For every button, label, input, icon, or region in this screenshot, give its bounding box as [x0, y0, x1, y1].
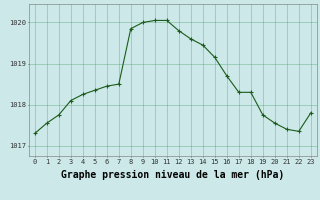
X-axis label: Graphe pression niveau de la mer (hPa): Graphe pression niveau de la mer (hPa) — [61, 170, 284, 180]
